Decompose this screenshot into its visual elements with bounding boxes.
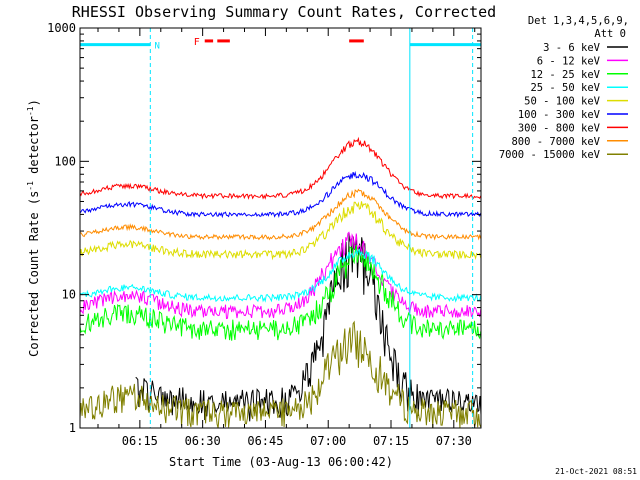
y-axis-label: Corrected Count Rate (s-1 detector-1) [26, 99, 41, 357]
axis-ticks: 1 10 100 1000 06:15 06:30 06:45 07:00 07:15 07:30 [47, 21, 481, 448]
series-line [135, 233, 482, 422]
series-line [79, 201, 482, 261]
x-axis-label: Start Time (03-Aug-13 06:00:42) [169, 455, 393, 469]
y-tick-label: 1000 [47, 21, 76, 35]
x-tick-label: 07:00 [310, 434, 346, 448]
chart-title: RHESSI Observing Summary Count Rates, Co… [72, 3, 496, 21]
series-line [79, 248, 482, 303]
legend-label: 300 - 800 keV [518, 122, 601, 134]
plot-series [79, 136, 482, 429]
series-line [79, 170, 482, 219]
legend-label: 25 - 50 keV [530, 82, 600, 94]
night-label: N [155, 42, 160, 52]
legend-header-attenuator: Att 0 [594, 28, 626, 40]
legend-header-detectors: Det 1,3,4,5,6,9, [528, 15, 629, 27]
timestamp: 21-Oct-2021 08:51 [555, 467, 637, 476]
legend-label: 3 - 6 keV [543, 42, 601, 54]
y-tick-label: 1 [69, 421, 76, 435]
series-line [79, 244, 482, 341]
legend-label: 800 - 7000 keV [511, 136, 600, 148]
x-tick-label: 07:15 [373, 434, 409, 448]
y-tick-label: 10 [62, 288, 76, 302]
series-line [79, 231, 482, 320]
x-tick-label: 06:15 [122, 434, 158, 448]
legend-label: 100 - 300 keV [518, 109, 601, 121]
series-line [79, 188, 482, 241]
legend-label: 12 - 25 keV [530, 69, 600, 81]
y-tick-label: 100 [54, 154, 76, 168]
x-tick-label: 06:45 [247, 434, 283, 448]
legend-label: 6 - 12 keV [537, 55, 601, 67]
legend-label: 7000 - 15000 keV [499, 149, 601, 161]
series-line [79, 136, 482, 200]
x-tick-label: 07:30 [436, 434, 472, 448]
flare-flag-label: F [194, 37, 200, 48]
x-tick-label: 06:30 [185, 434, 221, 448]
plot-frame [79, 27, 482, 429]
legend-label: 50 - 100 keV [524, 96, 601, 108]
series-line [79, 320, 482, 429]
